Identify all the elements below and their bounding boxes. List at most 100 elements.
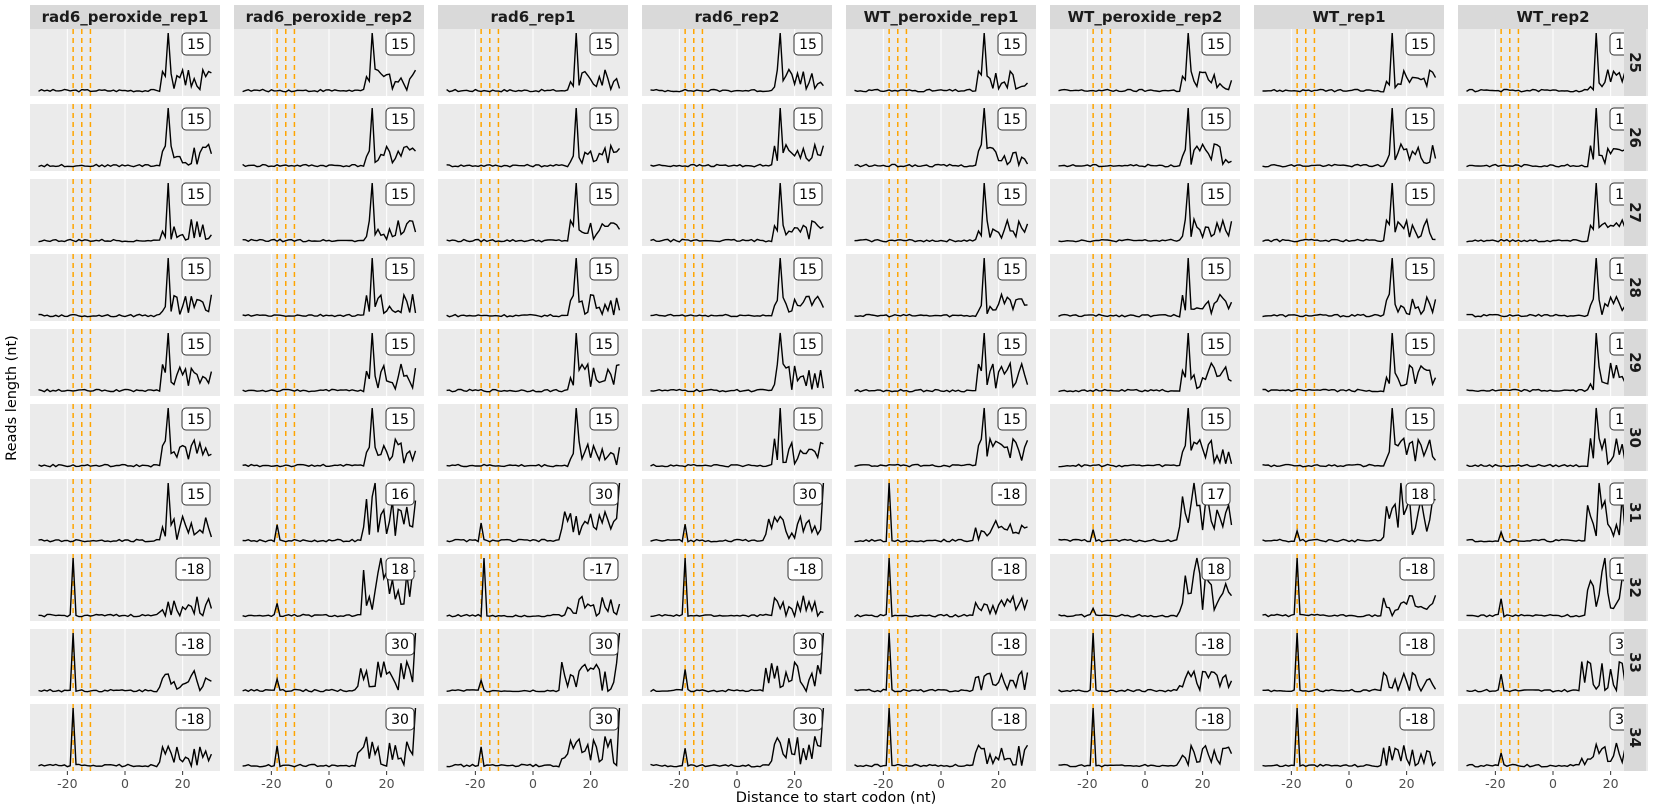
- series-line: [1262, 407, 1437, 468]
- row-strip-label: 27: [1626, 202, 1644, 223]
- panel-WT_peroxide_rep2-34: -18: [1050, 704, 1240, 771]
- peak-label: 15: [1207, 262, 1225, 278]
- peak-label-box: [181, 182, 211, 206]
- peak-label-box: [991, 632, 1027, 656]
- series-line: [650, 257, 825, 318]
- x-tick-label: -20: [1281, 776, 1301, 791]
- peak-label: 15: [799, 112, 817, 128]
- x-tick-label: 0: [1345, 776, 1353, 791]
- peak-label: 15: [799, 187, 817, 203]
- panel-rad6_rep2-32: -18: [642, 554, 832, 621]
- peak-label: 15: [1411, 337, 1429, 353]
- series-line: [446, 632, 621, 693]
- panel-rad6_peroxide_rep1-25: 15: [30, 29, 220, 96]
- row-strip-label: 32: [1626, 577, 1644, 598]
- row-strip-background: [1624, 29, 1646, 96]
- series-line: [854, 32, 1029, 93]
- peak-label-box: [589, 482, 619, 506]
- panel-WT_rep2-32: 18: [1458, 554, 1648, 621]
- panel-rad6_rep2-30: 15: [642, 404, 832, 471]
- peak-label-box: [385, 332, 415, 356]
- series-line: [1466, 332, 1641, 393]
- peak-label-box: [175, 557, 211, 581]
- peak-label: -18: [794, 562, 817, 578]
- column-strip-label: WT_peroxide_rep2: [1068, 8, 1223, 26]
- peak-label: 15: [187, 487, 205, 503]
- peak-label: 30: [799, 487, 817, 503]
- peak-label-box: [181, 482, 211, 506]
- peak-label: 15: [1207, 337, 1225, 353]
- peak-label: 30: [595, 712, 613, 728]
- panel-rad6_peroxide_rep1-27: 15: [30, 179, 220, 246]
- x-tick-label: 20: [787, 776, 803, 791]
- series-line: [1262, 707, 1437, 768]
- x-axis-title: Distance to start codon (nt): [736, 790, 936, 806]
- panel-WT_peroxide_rep1-25: 15: [846, 29, 1036, 96]
- peak-label-box: [793, 632, 823, 656]
- panel-rad6_rep1-30: 15: [438, 404, 628, 471]
- panel-rad6_rep1-26: 15: [438, 104, 628, 171]
- panel-rad6_peroxide_rep1-33: -18: [30, 629, 220, 696]
- peak-label-box: [997, 32, 1027, 56]
- series-line: [446, 707, 621, 768]
- peak-label-box: [589, 407, 619, 431]
- peak-label-box: [793, 32, 823, 56]
- series-line: [650, 182, 824, 243]
- peak-label: 30: [595, 637, 613, 653]
- peak-label: 15: [391, 337, 409, 353]
- peak-label: 15: [187, 112, 205, 128]
- peak-label: 18: [1207, 562, 1225, 578]
- peak-label-box: [997, 407, 1027, 431]
- panel-WT_rep2-25: 15: [1458, 29, 1648, 96]
- series-line: [1058, 557, 1233, 618]
- row-strip-background: [1624, 179, 1646, 246]
- series-line: [242, 332, 417, 393]
- panel-WT_rep2-26: 15: [1458, 104, 1648, 171]
- x-tick-label: 0: [325, 776, 333, 791]
- peak-label: 15: [1411, 262, 1429, 278]
- row-strip-background: [1624, 704, 1646, 771]
- x-tick-label: 0: [1141, 776, 1149, 791]
- peak-label: 15: [187, 262, 205, 278]
- peak-label-box: [181, 32, 211, 56]
- peak-label-box: [175, 632, 211, 656]
- panel-rad6_rep1-28: 15: [438, 254, 628, 321]
- series-line: [1058, 482, 1233, 543]
- peak-label: -18: [182, 712, 205, 728]
- panel-rad6_peroxide_rep2-32: 18: [234, 554, 424, 621]
- peak-label: 15: [1411, 37, 1429, 53]
- column-strip-background: [642, 5, 832, 29]
- peak-label: 15: [187, 337, 205, 353]
- series-line: [650, 107, 825, 168]
- peak-label: 15: [1411, 112, 1429, 128]
- peak-label-box: [589, 32, 619, 56]
- x-tick-label: -20: [1485, 776, 1505, 791]
- peak-label: 15: [1411, 187, 1429, 203]
- series-line: [446, 32, 621, 93]
- panel-rad6_peroxide_rep1-30: 15: [30, 404, 220, 471]
- peak-label: 15: [595, 262, 613, 278]
- peak-label: -18: [998, 562, 1021, 578]
- series-line: [242, 407, 417, 468]
- series-line: [650, 332, 825, 393]
- panel-WT_rep2-30: 15: [1458, 404, 1648, 471]
- series-line: [38, 32, 212, 93]
- column-strip-label: rad6_rep1: [491, 8, 576, 26]
- panel-WT_peroxide_rep2-32: 18: [1050, 554, 1240, 621]
- row-strip-background: [1624, 329, 1646, 396]
- panel-WT_rep1-25: 15: [1254, 29, 1444, 96]
- peak-label: 30: [595, 487, 613, 503]
- panel-WT_peroxide_rep2-29: 15: [1050, 329, 1240, 396]
- x-tick-label: 20: [1399, 776, 1415, 791]
- series-line: [854, 407, 1029, 468]
- peak-label: 17: [1207, 487, 1225, 503]
- panel-rad6_peroxide_rep1-28: 15: [30, 254, 220, 321]
- series-line: [1262, 107, 1437, 168]
- column-strip-label: rad6_peroxide_rep2: [246, 8, 413, 26]
- peak-label-box: [1201, 257, 1231, 281]
- peak-label-box: [991, 707, 1027, 731]
- series-line: [1058, 257, 1233, 318]
- peak-label-box: [385, 482, 415, 506]
- peak-label: 15: [187, 412, 205, 428]
- peak-label-box: [1195, 632, 1231, 656]
